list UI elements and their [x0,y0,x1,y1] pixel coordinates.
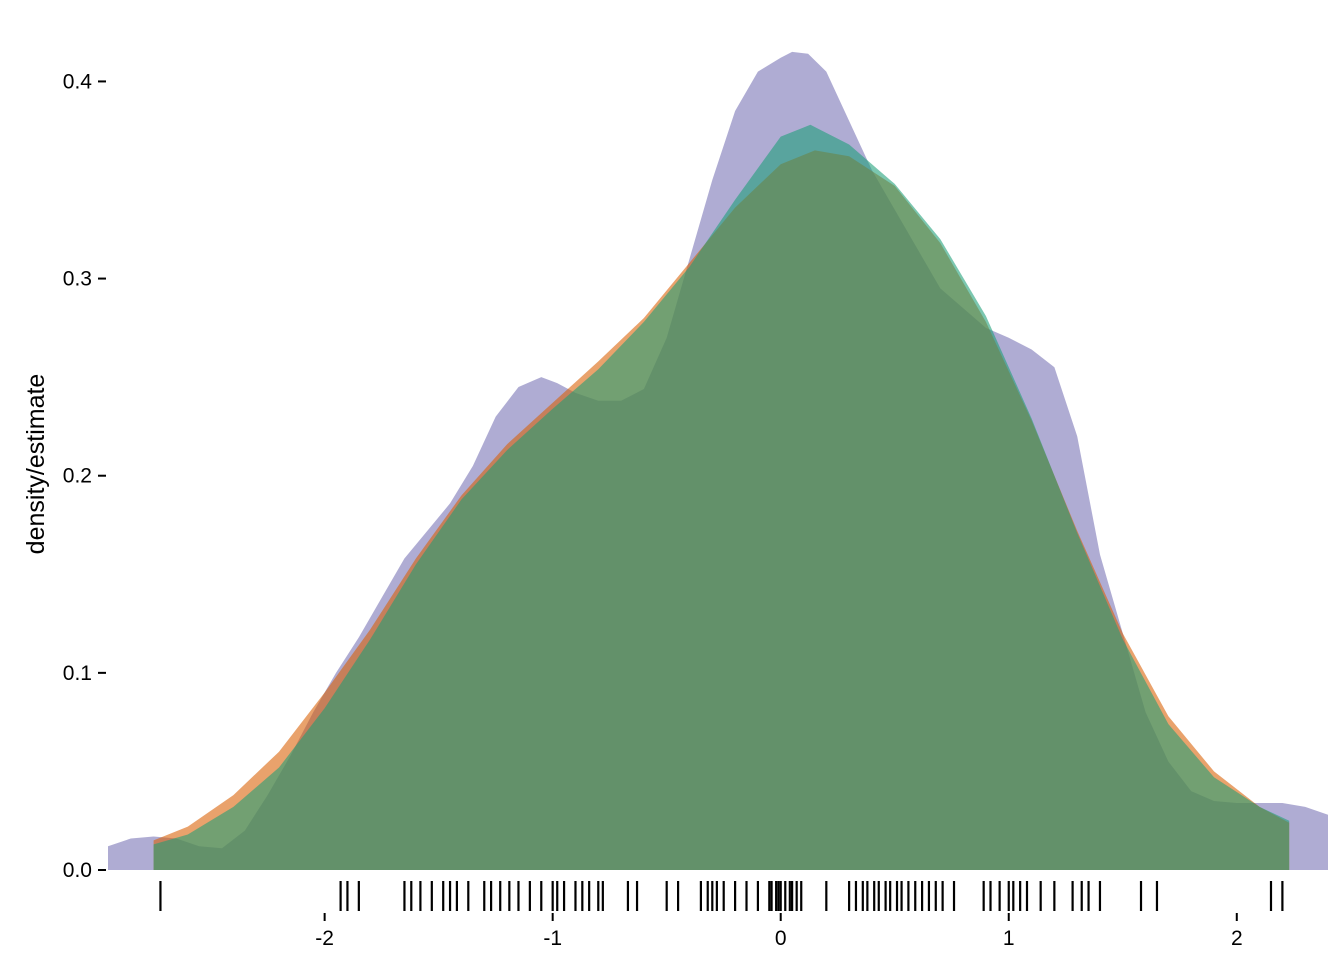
x-tick-label: 2 [1231,927,1243,950]
y-tick-label: 0.0 [63,859,92,882]
y-tick-label: 0.4 [63,70,93,93]
density-area-3 [153,124,1290,871]
rug-marks [159,881,1284,911]
y-tick-label: 0.3 [63,268,92,291]
y-tick-label: 0.2 [63,465,92,488]
x-tick-label: 1 [1003,927,1015,950]
density-areas [108,51,1328,871]
x-tick-label: -1 [543,927,562,950]
y-axis: 0.0 0.1 0.2 0.3 0.4 [63,70,106,882]
y-tick-label: 0.1 [63,662,92,685]
x-tick-label: -2 [315,927,334,950]
x-axis: -2 -1 0 1 2 [315,913,1243,950]
y-axis-title: density/estimate [22,374,50,555]
x-tick-label: 0 [775,927,787,950]
